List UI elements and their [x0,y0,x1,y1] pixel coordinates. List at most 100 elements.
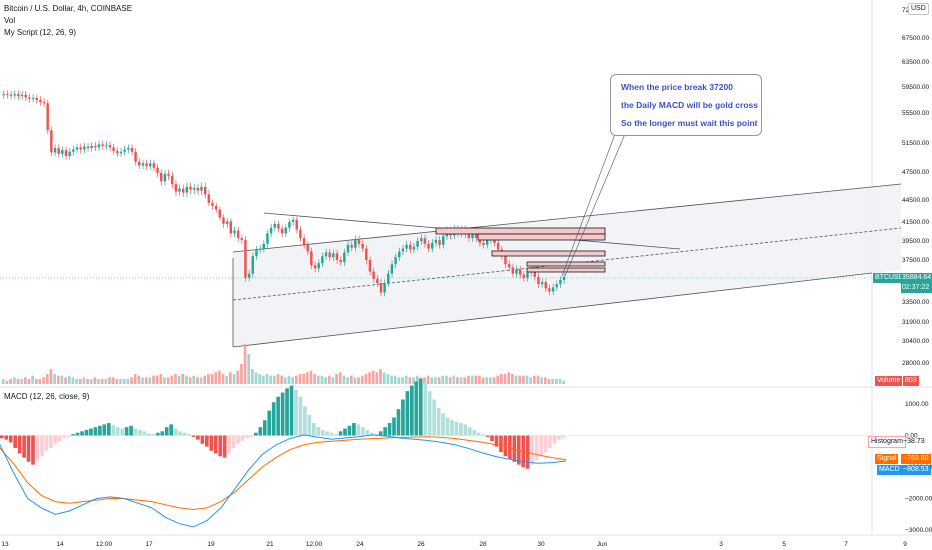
candle-body [163,173,167,182]
histogram-bar [205,435,209,447]
histogram-bar [316,427,321,436]
time-tick-label: 13 [1,541,9,548]
volume-bar [119,379,122,384]
volume-bar [243,344,247,384]
candle-body [116,150,119,154]
candle-body [72,149,75,152]
candle-body [233,230,236,234]
volume-bar [126,379,130,384]
price-tick-label: 59500.00 [902,84,929,91]
candle-body [64,150,68,157]
volume-bar [492,377,496,384]
histogram-bar [334,434,338,436]
candle-body [427,243,430,249]
candle-body [211,202,214,206]
signal-tag-value: −769.80 [901,454,931,464]
volume-bar [342,375,346,384]
price-tick-label: 39500.00 [902,238,929,245]
volume-bar [86,379,89,384]
candle-body [551,287,555,292]
candle-body [354,239,357,248]
histogram-bar [106,423,111,436]
candle-body [46,103,49,131]
histogram-bar [147,433,151,436]
resistance-box [491,250,606,257]
annotation-callout[interactable]: When the price break 37200 the Daily MAC… [610,74,762,136]
volume-bar [2,379,5,384]
histogram-bar [98,425,102,436]
histogram-bar [53,435,58,444]
volume-bar [53,374,56,384]
histogram-bar [396,409,401,436]
price-tick-label: 30400.00 [902,338,929,345]
histogram-bar [343,428,347,436]
histogram-bar [423,382,428,436]
histogram-bar [485,435,490,437]
histogram-bar [0,435,4,439]
histogram-bar [338,431,343,436]
candle-body [75,147,79,150]
histogram-bar [40,435,44,457]
candle-body [108,145,112,148]
volume-bar [353,377,357,384]
histogram-bar [71,434,75,436]
volume-bar [305,372,309,384]
volume-bar [547,379,551,384]
histogram-bar [89,428,93,436]
candle-body [434,240,438,243]
volume-bar [269,375,273,384]
volume-bar [152,375,155,384]
volume-bar [27,379,31,384]
histogram-bar [285,388,289,436]
volume-bar [67,375,71,384]
candle-body [42,101,46,104]
volume-bar [558,379,562,384]
histogram-bar [22,435,26,458]
candle-body [559,279,562,285]
histogram-bar [209,435,214,451]
volume-bar [309,370,313,384]
histogram-bar [160,431,165,436]
candle-body [537,276,540,285]
price-tick-label: 47500.00 [902,169,929,176]
candle-body [214,205,218,210]
volume-bar [481,377,485,384]
candle-body [244,240,247,278]
volume-bar [397,377,401,384]
volume-legend: Vol [4,16,16,25]
histogram-bar [311,423,316,436]
volume-bar [331,377,335,384]
candle-body [339,260,342,263]
histogram-bar [271,402,276,436]
signal-tag-label: Signal [875,454,899,464]
histogram-bar [200,435,205,444]
candle-body [9,94,13,96]
volume-bar [386,374,390,384]
candle-body [335,253,339,260]
histogram-bar [254,432,258,436]
volume-bar [320,375,324,384]
candle-body [273,223,276,228]
candle-body [31,98,35,100]
volume-bar [49,369,53,384]
histogram-bar [548,435,552,448]
candle-body [376,278,379,284]
volume-bar [485,377,489,384]
histogram-bar [62,435,67,439]
histogram-bar [499,435,503,453]
histogram-bar [218,435,223,457]
candle-body [390,264,394,274]
volume-bar [390,375,393,384]
time-tick-label: 17 [145,541,153,548]
candle-body [299,229,302,239]
candle-body [405,244,408,249]
candle-body [134,151,137,162]
volume-bar [38,379,42,384]
volume-bar [412,377,415,384]
currency-badge[interactable]: USD [908,3,929,15]
histogram-bar [307,414,312,436]
volume-bar [555,379,558,384]
histogram-tag-value: −38.73 [903,438,925,445]
candle-body [467,234,471,239]
